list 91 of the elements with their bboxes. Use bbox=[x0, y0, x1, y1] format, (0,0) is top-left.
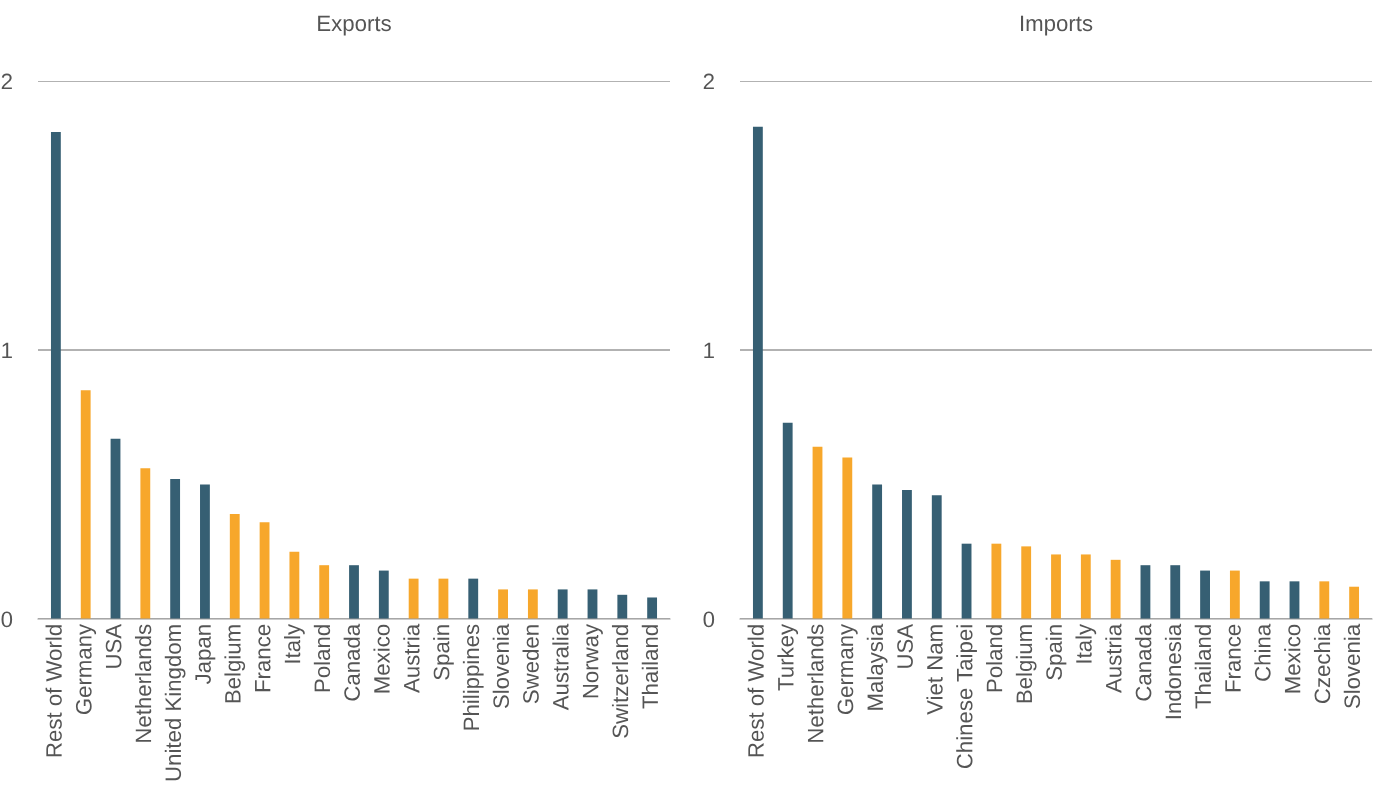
bar bbox=[812, 446, 823, 619]
x-tick-label: Australia bbox=[552, 623, 569, 711]
bar bbox=[617, 594, 628, 619]
x-tick-label: Philippines bbox=[462, 624, 484, 730]
bar bbox=[1051, 554, 1061, 619]
bar bbox=[1319, 581, 1330, 619]
bar bbox=[647, 597, 658, 619]
bar bbox=[527, 589, 538, 619]
bar bbox=[902, 489, 912, 619]
x-tick-label: Sweden bbox=[522, 625, 539, 704]
x-tick-label: Spain bbox=[433, 625, 454, 680]
x-tick-label: Canada bbox=[1135, 623, 1152, 701]
x-tick-label: Canada bbox=[343, 623, 360, 701]
x-tick-label: Mexico bbox=[1284, 624, 1301, 693]
x-tick-label: Rest of World bbox=[45, 625, 62, 757]
bar bbox=[1080, 554, 1091, 619]
chart-title: Exports bbox=[318, 15, 391, 36]
bar bbox=[587, 589, 598, 619]
bar bbox=[110, 438, 121, 619]
bar bbox=[1170, 565, 1181, 619]
bar bbox=[50, 132, 61, 619]
x-tick-label: Malaysia bbox=[866, 623, 888, 710]
bar bbox=[289, 551, 300, 619]
x-tick-label: Turkey bbox=[777, 623, 799, 691]
bar bbox=[468, 578, 479, 619]
x-tick-label: Netherlands bbox=[807, 624, 824, 742]
x-tick-label: USA bbox=[105, 623, 122, 668]
y-tick-label: 1 bbox=[704, 342, 714, 359]
x-tick-label: Poland bbox=[986, 625, 1003, 692]
x-tick-label: Austria bbox=[1105, 623, 1122, 693]
y-tick-label: 2 bbox=[703, 73, 714, 90]
x-tick-label: Slovenia bbox=[1343, 623, 1361, 709]
x-tick-label: Viet Nam bbox=[926, 625, 943, 715]
bar bbox=[752, 126, 763, 619]
bar bbox=[1110, 559, 1121, 619]
x-tick-label: Mexico bbox=[373, 624, 390, 693]
y-tick-label: 0 bbox=[703, 611, 715, 628]
bar bbox=[170, 479, 181, 619]
x-tick-label: Switzerland bbox=[611, 625, 629, 738]
x-tick-label: Belgium bbox=[224, 625, 246, 703]
bar bbox=[1229, 570, 1240, 619]
bar bbox=[991, 543, 1002, 619]
x-tick-label: Italy bbox=[1075, 623, 1097, 663]
bar bbox=[498, 589, 508, 619]
bar bbox=[349, 565, 359, 619]
x-tick-label: USA bbox=[897, 623, 913, 668]
bar bbox=[1140, 565, 1151, 619]
bar bbox=[1349, 586, 1360, 619]
x-tick-label: United Kingdom bbox=[164, 625, 186, 781]
x-tick-label: Netherlands bbox=[134, 624, 152, 742]
bar bbox=[319, 565, 330, 619]
x-tick-label: Rest of World bbox=[747, 625, 764, 757]
bar bbox=[1289, 581, 1300, 619]
chart-title: Imports bbox=[1021, 15, 1093, 36]
bar bbox=[200, 484, 210, 619]
x-tick-label: Italy bbox=[284, 623, 305, 663]
x-tick-label: Norway bbox=[582, 623, 603, 698]
bar bbox=[378, 570, 389, 619]
bar bbox=[229, 514, 240, 619]
x-tick-label: Thailand bbox=[641, 625, 659, 709]
bar bbox=[1021, 546, 1032, 619]
x-tick-label: France bbox=[255, 624, 271, 692]
bar bbox=[782, 422, 793, 619]
x-tick-label: Japan bbox=[195, 625, 216, 685]
x-tick-label: Germany bbox=[75, 623, 97, 715]
bar bbox=[259, 522, 270, 619]
bar bbox=[557, 589, 568, 619]
x-tick-label: Slovenia bbox=[492, 623, 510, 709]
x-tick-label: Belgium bbox=[1015, 625, 1037, 703]
bar bbox=[140, 468, 151, 619]
x-tick-label: Indonesia bbox=[1164, 623, 1182, 719]
bar bbox=[931, 495, 942, 619]
bar bbox=[872, 484, 883, 619]
y-tick-label: 0 bbox=[1, 611, 13, 628]
bar bbox=[842, 457, 853, 619]
x-tick-label: Thailand bbox=[1194, 625, 1212, 709]
x-tick-label: Poland bbox=[313, 625, 331, 692]
bar bbox=[408, 578, 419, 619]
bar bbox=[80, 390, 91, 619]
x-tick-label: France bbox=[1225, 624, 1241, 692]
x-tick-label: Czechia bbox=[1313, 623, 1331, 704]
bar bbox=[1259, 581, 1270, 619]
bar bbox=[961, 543, 972, 619]
x-tick-label: Germany bbox=[837, 623, 858, 715]
x-tick-label: Spain bbox=[1045, 625, 1067, 680]
x-tick-label: Chinese Taipei bbox=[956, 625, 977, 769]
x-tick-label: China bbox=[1254, 623, 1271, 681]
x-tick-label: Austria bbox=[403, 623, 420, 693]
y-tick-label: 1 bbox=[2, 342, 12, 359]
bar bbox=[1200, 570, 1210, 619]
y-tick-label: 2 bbox=[1, 73, 12, 90]
